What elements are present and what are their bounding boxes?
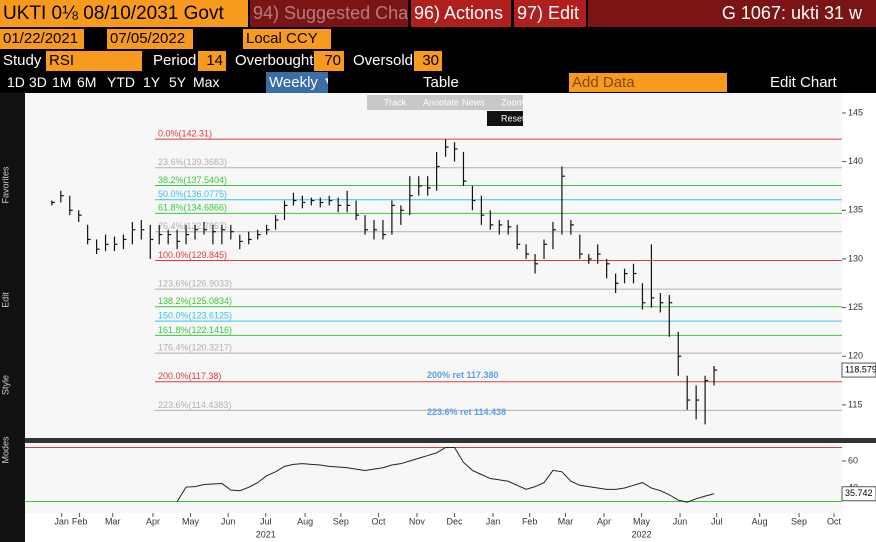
table-button[interactable]: Table (423, 74, 459, 91)
price-pane (25, 93, 842, 438)
fib-label: 176.4%(120.3217) (158, 342, 232, 352)
mini-tool: Annotate (423, 97, 459, 107)
x-tick-label: Sep (333, 516, 349, 526)
function-label: G 1067: ukti 31 w (588, 0, 876, 27)
range-button[interactable]: YTD (107, 74, 135, 90)
x-tick-label: Aug (752, 516, 768, 526)
y-tick-label: 145 (848, 107, 863, 117)
overbought-input[interactable]: 70 (314, 51, 344, 71)
reset-button[interactable] (487, 111, 523, 126)
range-button[interactable]: 5Y (169, 74, 187, 90)
x-tick-label: Jan (486, 516, 501, 526)
x-tick-label: Feb (72, 516, 88, 526)
pane-divider (25, 438, 876, 443)
side-bar (0, 93, 25, 542)
side-label: Favorites (0, 166, 10, 204)
study-select[interactable]: RSI (46, 51, 142, 71)
range-button[interactable]: 1M (52, 74, 72, 90)
last-price-tag (841, 362, 876, 378)
x-tick-label: Mar (558, 516, 574, 526)
y-tick-label: 115 (848, 399, 862, 409)
fib-label: 38.2%(137.5404) (158, 175, 227, 185)
y-tick-label: 135 (848, 205, 863, 215)
x-tick-label: Oct (827, 516, 842, 526)
reset-label: Reset (501, 113, 525, 123)
fib-label: 123.6%(126.9033) (158, 278, 232, 288)
label: Oversold (353, 52, 414, 69)
frequency-select[interactable]: Weekly ▼ (266, 72, 328, 93)
side-label: Style (0, 375, 10, 395)
x-tick-label: Feb (522, 516, 538, 526)
range-button[interactable]: 3D (29, 74, 47, 90)
currency-select[interactable]: Local CCY (243, 29, 331, 49)
rsi-pane (25, 443, 842, 513)
rsi-line (176, 446, 715, 503)
menu-button[interactable]: 97) Edit (514, 0, 586, 27)
fib-label: 50.0%(136.0775) (158, 189, 227, 199)
fib-label: 23.6%(139.3683) (158, 157, 227, 167)
range-button[interactable]: 1D (7, 74, 25, 90)
label: Period (153, 52, 197, 69)
x-tick-label: Jun (673, 516, 688, 526)
y-tick-label: 140 (848, 156, 863, 166)
mini-tool: Track (384, 97, 407, 107)
year-label: 2022 (632, 529, 652, 539)
x-tick-label: Jun (221, 516, 236, 526)
x-tick-label: Nov (409, 516, 426, 526)
x-tick-label: Dec (447, 516, 464, 526)
annotation: 200% ret 117.380 (427, 370, 499, 380)
annotation: 223.6% ret 114.438 (427, 407, 506, 417)
last-rsi-tag (841, 486, 876, 502)
x-tick-label: Oct (371, 516, 386, 526)
period-input[interactable]: 14 (198, 51, 226, 71)
date-input[interactable]: 07/05/2022 (107, 29, 193, 49)
y-tick-label: 60 (848, 455, 858, 465)
range-button[interactable]: 1Y (143, 74, 161, 90)
fib-label: 150.0%(123.6125) (158, 310, 232, 320)
fib-label: 200.0%(117.38) (158, 371, 221, 381)
fib-label: 223.6%(114.4383) (158, 400, 231, 410)
fib-label: 76.4%(132.7867) (158, 221, 227, 231)
y-tick-label: 120 (848, 351, 863, 361)
last-price: 118.579 (845, 364, 876, 374)
x-tick-label: Apr (146, 516, 160, 526)
x-tick-label: Jul (711, 516, 723, 526)
fib-label: 100.0%(129.845) (158, 250, 227, 260)
mini-tool: News (462, 97, 485, 107)
fib-label: 138.2%(125.0834) (158, 296, 232, 306)
x-tick-label: May (633, 516, 651, 526)
x-tick-label: May (182, 516, 200, 526)
oversold-input[interactable]: 30 (414, 51, 442, 71)
security[interactable]: UKTI 0⅛ 08/10/2031 Govt (0, 0, 248, 27)
fib-label: 161.8%(122.1416) (158, 325, 232, 335)
menu-button[interactable]: 94) Suggested Charts (250, 0, 408, 27)
label: Overbought (235, 52, 314, 69)
x-tick-label: Jan (54, 516, 69, 526)
fib-label: 61.8%(134.6866) (158, 203, 227, 213)
mini-toolbar (367, 95, 523, 110)
side-label: Edit (0, 292, 10, 308)
add-data-input[interactable]: Add Data (569, 73, 727, 92)
range-button[interactable]: 6M (77, 74, 97, 90)
label: Study (3, 52, 42, 69)
y-tick-label: 40 (848, 482, 858, 492)
x-tick-label: Apr (597, 516, 611, 526)
last-rsi: 35.742 (845, 488, 873, 498)
side-label: Modes (0, 436, 10, 464)
y-tick-label: 130 (848, 253, 863, 263)
date-input[interactable]: 01/22/2021 (0, 29, 84, 49)
range-button[interactable]: Max (193, 74, 220, 90)
menu-button[interactable]: 96) Actions (411, 0, 511, 27)
x-tick-label: Sep (791, 516, 807, 526)
y-tick-label: 125 (848, 302, 863, 312)
background (25, 93, 876, 542)
year-label: 2021 (256, 529, 276, 539)
x-tick-label: Aug (297, 516, 313, 526)
x-tick-label: Mar (105, 516, 121, 526)
edit-chart-button[interactable]: Edit Chart (770, 74, 837, 91)
x-tick-label: Jul (260, 516, 272, 526)
mini-tool: Zoom (501, 97, 524, 107)
fib-label: 0.0%(142.31) (158, 129, 212, 139)
